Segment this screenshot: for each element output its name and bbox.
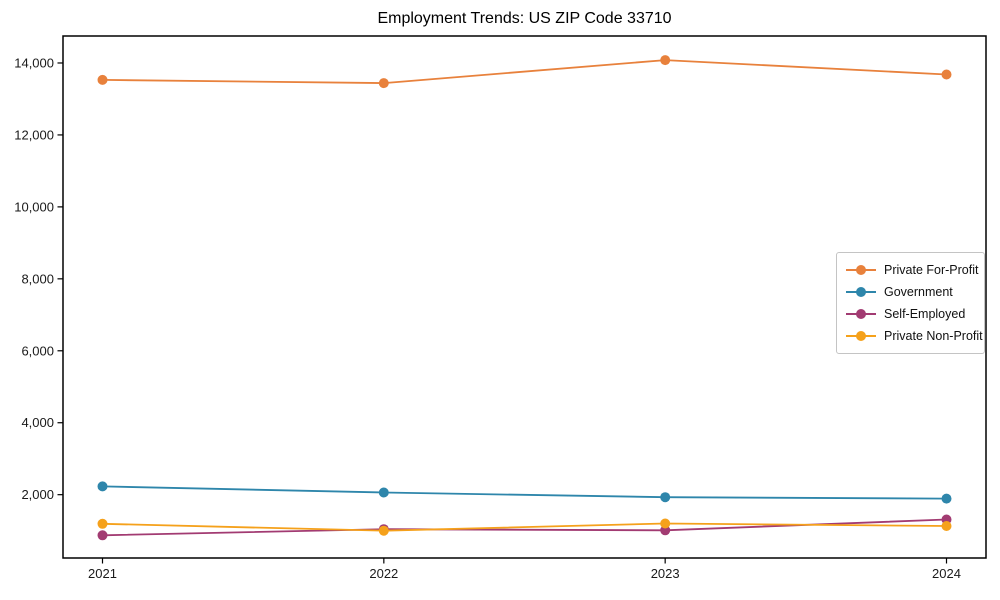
- legend-item-private-non-profit: Private Non-Profit: [846, 325, 983, 347]
- marker-government-2022: [378, 487, 389, 498]
- marker-private-for-profit-2021: [97, 74, 108, 85]
- line-marker-icon: [846, 308, 876, 320]
- plot-border: [62, 35, 987, 559]
- marker-private-for-profit-2022: [378, 78, 389, 89]
- legend-label: Private For-Profit: [884, 263, 979, 277]
- marker-government-2023: [660, 492, 671, 503]
- legend-label: Private Non-Profit: [884, 329, 983, 343]
- marker-government-2024: [941, 493, 952, 504]
- marker-private-non-profit-2023: [660, 518, 671, 529]
- marker-self-employed-2021: [97, 530, 108, 541]
- x-tick-label: 2023: [651, 566, 680, 581]
- marker-government-2021: [97, 481, 108, 492]
- marker-private-for-profit-2023: [660, 55, 671, 66]
- legend-label: Government: [884, 285, 953, 299]
- legend-label: Self-Employed: [884, 307, 966, 321]
- legend-item-government: Government: [846, 281, 974, 303]
- marker-private-non-profit-2021: [97, 518, 108, 529]
- y-tick-label: 2,000: [21, 487, 54, 502]
- legend-item-private-for-profit: Private For-Profit: [846, 259, 978, 281]
- legend: Private For-Profit Government Self-Emplo…: [836, 252, 985, 354]
- chart-title: Employment Trends: US ZIP Code 33710: [377, 10, 672, 27]
- x-tick-label: 2022: [369, 566, 398, 581]
- x-tick-label: 2024: [932, 566, 961, 581]
- line-marker-icon: [846, 264, 876, 276]
- marker-private-non-profit-2022: [378, 525, 389, 536]
- legend-item-self-employed: Self-Employed: [846, 303, 974, 325]
- line-marker-icon: [846, 330, 876, 342]
- marker-private-non-profit-2024: [941, 521, 952, 531]
- line-private-non-profit: [102, 522, 947, 532]
- y-tick-label: 6,000: [21, 343, 54, 358]
- y-tick-label: 4,000: [21, 415, 54, 430]
- y-tick-label: 8,000: [21, 271, 54, 286]
- y-tick-label: 14,000: [14, 55, 54, 70]
- y-tick-label: 12,000: [14, 127, 54, 142]
- x-tick-label: 2021: [88, 566, 117, 581]
- marker-private-for-profit-2024: [941, 69, 952, 80]
- line-government: [102, 485, 947, 500]
- y-tick-label: 10,000: [14, 199, 54, 214]
- line-private-for-profit: [102, 59, 947, 84]
- line-marker-icon: [846, 286, 876, 298]
